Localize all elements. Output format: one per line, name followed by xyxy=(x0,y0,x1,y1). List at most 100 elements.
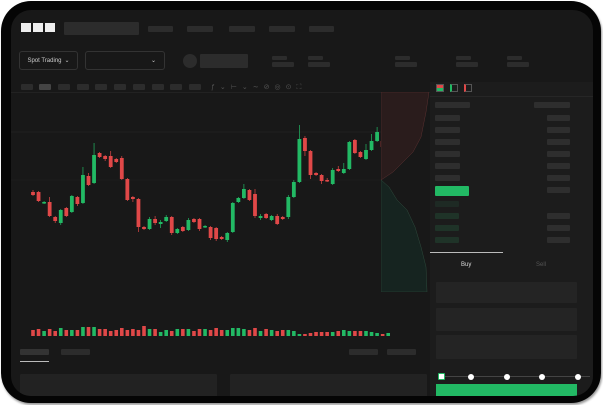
bottom-panel-right xyxy=(230,374,427,396)
candle-body xyxy=(242,189,246,198)
candle-body xyxy=(136,199,141,227)
bottom-action[interactable] xyxy=(387,349,416,355)
candle-body xyxy=(164,217,169,221)
volume-bar xyxy=(375,333,379,336)
volume-bar xyxy=(225,330,230,336)
amount-slider[interactable] xyxy=(438,373,590,380)
depth-asks-area xyxy=(381,92,429,181)
nav-item[interactable] xyxy=(309,26,334,32)
timeframe-button[interactable] xyxy=(39,84,51,90)
ask-price xyxy=(435,151,460,157)
line-icon[interactable]: ∼ xyxy=(252,84,264,91)
nav-item[interactable] xyxy=(187,26,213,32)
last-price xyxy=(435,186,469,196)
stat-label xyxy=(507,56,522,60)
bid-price xyxy=(435,237,459,243)
slider-stop-75[interactable] xyxy=(539,374,545,380)
volume-bar xyxy=(120,328,124,336)
chevron-down-icon: ⌄ xyxy=(150,58,156,64)
volume-bar xyxy=(303,334,307,336)
nav-item[interactable] xyxy=(148,26,173,32)
volume-bar xyxy=(353,331,357,336)
slider-stop-50[interactable] xyxy=(504,374,510,380)
volume-bar xyxy=(147,329,152,336)
timeframe-button[interactable] xyxy=(77,84,89,90)
timeframe-button[interactable] xyxy=(114,84,126,90)
candle-body xyxy=(125,179,130,200)
volume-bar xyxy=(364,331,368,336)
candle-body xyxy=(291,182,296,197)
indicator-icon[interactable]: ƒ⌄ xyxy=(211,84,231,91)
candle-body xyxy=(214,228,219,239)
trade-tab-indicator xyxy=(430,252,503,253)
timeframe-button[interactable] xyxy=(21,84,33,90)
order-panel: Buy Sell xyxy=(430,82,593,396)
timeframe-button[interactable] xyxy=(170,84,182,90)
timeframe-button[interactable] xyxy=(95,84,107,90)
okx-logo[interactable] xyxy=(21,23,55,32)
candle-body xyxy=(86,176,91,185)
search-bar[interactable] xyxy=(64,22,139,35)
volume-bar xyxy=(81,327,85,336)
candle-body xyxy=(230,203,235,232)
candle-body xyxy=(341,169,346,173)
slider-handle[interactable] xyxy=(438,373,445,380)
candle-body xyxy=(69,196,74,212)
slider-stop-100[interactable] xyxy=(575,374,581,380)
tab-indicator xyxy=(20,361,49,362)
volume-bar xyxy=(64,330,69,336)
candle-body xyxy=(258,216,263,218)
market-selector[interactable]: Spot Trading ⌄ xyxy=(19,51,78,70)
tab-open-orders[interactable] xyxy=(20,349,49,355)
stat-label xyxy=(395,56,410,60)
candle-body xyxy=(219,237,224,239)
bottom-action[interactable] xyxy=(349,349,378,355)
price-input[interactable] xyxy=(436,282,577,303)
slider-stop-25[interactable] xyxy=(468,374,474,380)
amount-input[interactable] xyxy=(436,308,577,331)
ask-price xyxy=(435,163,460,169)
candle-body xyxy=(325,180,330,182)
fullscreen-icon[interactable]: ⛶ xyxy=(296,84,307,91)
ruler-icon[interactable]: ⊘ xyxy=(263,84,275,91)
orderbook-both-icon[interactable] xyxy=(436,84,444,92)
timeframe-button[interactable] xyxy=(152,84,164,90)
camera-icon[interactable]: ◎ xyxy=(274,84,286,91)
volume-bar xyxy=(214,328,218,336)
candle-body xyxy=(53,217,58,221)
buy-tab[interactable]: Buy xyxy=(461,262,472,268)
volume-bar xyxy=(86,327,91,336)
timeframe-button[interactable] xyxy=(58,84,70,90)
candle-body xyxy=(131,197,135,199)
volume-bar xyxy=(342,330,346,336)
orderbook-bids-icon[interactable] xyxy=(450,84,458,92)
volume-bar xyxy=(192,331,196,336)
tab-order-history[interactable] xyxy=(61,349,90,355)
draw-icon[interactable]: ⊢⌄ xyxy=(230,84,253,91)
candle-body xyxy=(253,194,257,216)
settings-icon[interactable]: ⊙ xyxy=(285,84,297,91)
total-input[interactable] xyxy=(436,335,577,359)
volume-bar xyxy=(242,329,246,336)
volume-bar xyxy=(247,330,252,336)
timeframe-button[interactable] xyxy=(189,84,201,90)
candle-body xyxy=(147,219,152,229)
candlestick-chart[interactable] xyxy=(11,10,431,340)
ask-amount xyxy=(547,151,570,157)
volume-bar xyxy=(330,332,335,336)
volume-bar xyxy=(275,331,279,336)
buy-button[interactable] xyxy=(436,384,577,396)
timeframe-button[interactable] xyxy=(133,84,145,90)
candle-body xyxy=(31,192,35,195)
volume-bar xyxy=(292,331,296,336)
volume-bar xyxy=(253,328,257,336)
candle-body xyxy=(364,150,368,159)
pair-selector[interactable]: ⌄ xyxy=(85,51,165,70)
sell-tab[interactable]: Sell xyxy=(536,262,547,268)
nav-item[interactable] xyxy=(269,26,295,32)
ask-amount xyxy=(547,127,570,133)
volume-bar xyxy=(131,329,135,336)
volume-bar xyxy=(47,329,52,336)
nav-item[interactable] xyxy=(229,26,255,32)
orderbook-asks-icon[interactable] xyxy=(464,84,472,92)
